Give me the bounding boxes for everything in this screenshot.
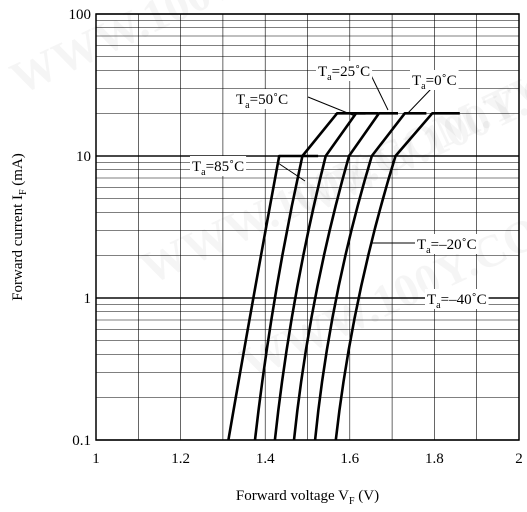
x-tick-label: 1.8	[425, 451, 444, 467]
annotation-background	[410, 70, 459, 90]
y-axis-title-main: Forward current I	[10, 195, 26, 301]
series-label: Ta=50˚C	[236, 92, 288, 111]
watermark-layer: WWW.100Y.COM.TWWWW.100Y.COM.TWWWW.100Y.C…	[3, 0, 527, 389]
annotation-leader	[307, 96, 356, 117]
x-tick-label: 2	[515, 451, 523, 467]
series-label: Ta=25˚C	[318, 64, 370, 83]
x-tick-labels: 1 1.2 1.4 1.6 1.8 2	[92, 451, 523, 467]
x-tick-label: 1.2	[171, 451, 190, 467]
x-tick-label: 1.4	[256, 451, 275, 467]
annotation-background	[415, 234, 479, 254]
x-axis-title-main: Forward voltage V	[236, 488, 349, 504]
series-line	[273, 112, 379, 441]
series-line	[292, 112, 398, 441]
x-axis-title-sub: F	[349, 496, 355, 507]
annotation-background	[234, 89, 291, 109]
y-tick-label: 100	[69, 7, 92, 23]
series-line	[227, 154, 319, 441]
y-tick-label: 10	[76, 149, 91, 165]
y-tick-labels: 0.1 1 10 100	[69, 7, 92, 449]
y-tick-label: 1	[84, 291, 92, 307]
series-line	[313, 112, 427, 441]
y-tick-label: 0.1	[72, 433, 91, 449]
series-annotations: Ta=85˚C Ta=50˚C Ta=25˚C Ta=0˚C Ta=–20˚C Ta=–4…	[190, 61, 489, 311]
annotation-background	[425, 289, 489, 309]
series-line	[253, 112, 366, 441]
annotation-leader	[277, 162, 306, 182]
annotation-leader	[406, 88, 432, 115]
x-tick-label: 1	[92, 451, 100, 467]
series-lines	[227, 112, 460, 441]
annotation-background	[316, 61, 373, 81]
x-tick-label: 1.6	[340, 451, 359, 467]
plot-frame	[95, 13, 520, 441]
series-label: Ta=–40˚C	[427, 292, 487, 311]
x-axis-title-unit: (V)	[355, 488, 380, 504]
series-label: Ta=0˚C	[412, 73, 457, 92]
series-label: Ta=85˚C	[192, 159, 244, 178]
y-axis-title-unit: (mA)	[10, 153, 26, 189]
x-axis-title: Forward voltage VF (V)	[236, 488, 379, 507]
y-axis-title-sub: F	[18, 189, 29, 195]
series-label: Ta=–20˚C	[417, 237, 477, 256]
series-line	[334, 112, 460, 441]
annotation-background	[190, 156, 247, 176]
y-axis-title: Forward current IF (mA)	[10, 153, 29, 301]
